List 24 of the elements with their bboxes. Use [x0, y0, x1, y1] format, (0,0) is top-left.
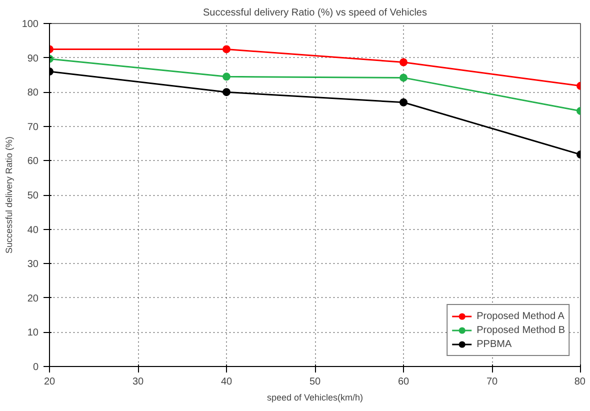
y-tick-label: 30 [27, 259, 39, 270]
x-tick-label: 60 [398, 376, 410, 388]
x-tick-label: 80 [574, 376, 586, 388]
legend-label: PPBMA [476, 338, 512, 351]
y-tick-label: 50 [27, 190, 39, 202]
y-tick-label: 10 [27, 328, 39, 339]
y-tick-label: 40 [27, 224, 39, 236]
y-axis-title: Successful delivery Ratio (%) [4, 136, 14, 254]
y-tick-label: 80 [27, 88, 39, 99]
chart-title: Successful delivery Ratio (%) vs speed of Vehicles [203, 8, 428, 18]
y-tick-label: 20 [27, 293, 39, 304]
x-axis-title: speed of Vehicles(km/h) [266, 392, 364, 402]
legend-label: Proposed Method A [476, 310, 564, 323]
y-tick-label: 60 [27, 156, 39, 168]
x-tick-label: 20 [44, 376, 56, 388]
x-tick-label: 70 [486, 376, 498, 388]
y-tick-label: 0 [32, 362, 39, 373]
y-tick-label: 70 [27, 122, 39, 133]
y-tick-label: 100 [22, 19, 39, 30]
x-tick-label: 40 [220, 376, 232, 388]
x-tick-label: 30 [132, 376, 144, 388]
x-tick-label: 50 [309, 376, 321, 388]
y-tick-label: 90 [27, 53, 39, 64]
legend-label: Proposed Method B [476, 324, 565, 337]
